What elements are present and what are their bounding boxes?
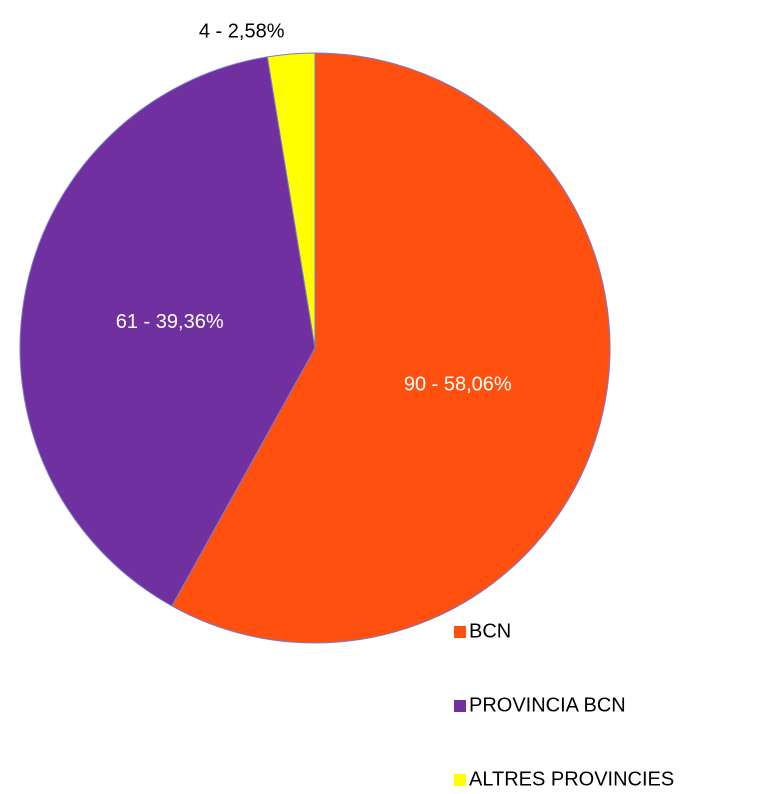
legend-label: ALTRES PROVINCIES xyxy=(469,768,674,790)
legend-label: BCN xyxy=(469,620,511,642)
data-label: 4 - 2,58% xyxy=(199,20,285,42)
legend-swatch xyxy=(454,626,466,638)
data-label: 90 - 58,06% xyxy=(404,373,512,395)
pie-slice xyxy=(171,52,611,644)
legend-swatch xyxy=(454,700,466,712)
legend-label: PROVINCIA BCN xyxy=(469,694,626,716)
data-label: 61 - 39,36% xyxy=(116,311,224,333)
pie-slice xyxy=(266,52,316,349)
legend-swatch xyxy=(454,774,466,786)
pie-slice xyxy=(19,56,316,607)
